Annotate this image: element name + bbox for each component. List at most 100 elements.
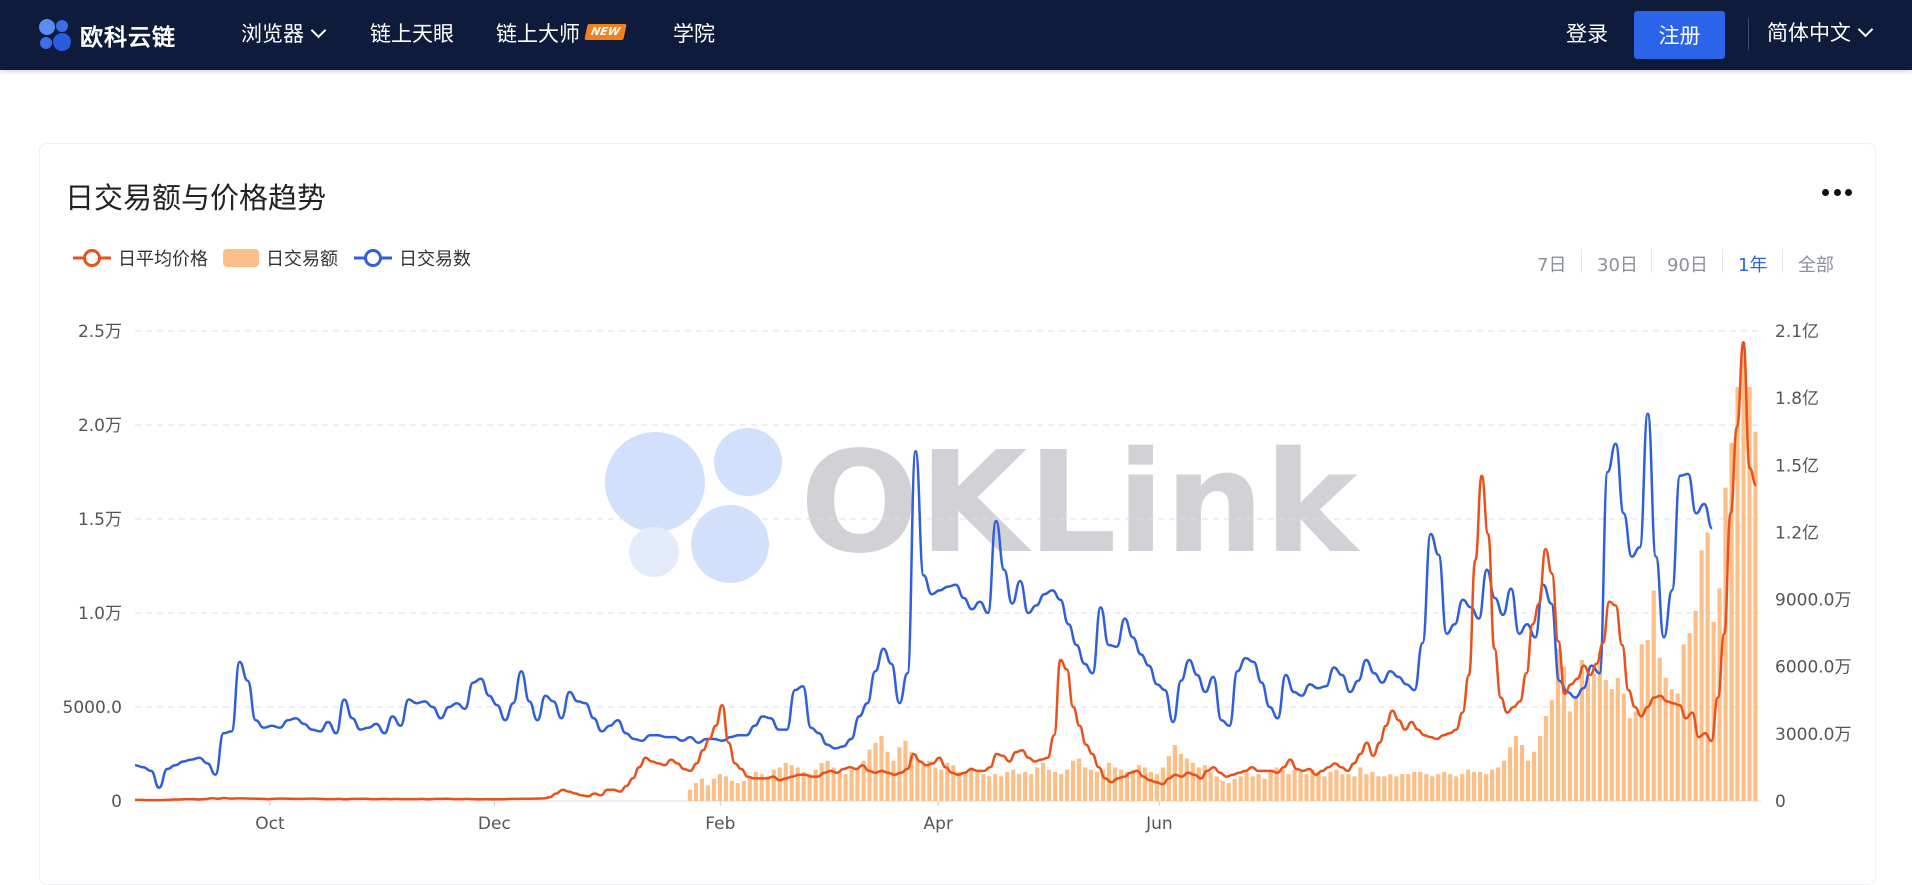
- volume-bar: [1585, 677, 1590, 801]
- volume-bar: [1418, 771, 1423, 801]
- volume-bar: [1741, 342, 1746, 801]
- volume-bar: [999, 776, 1004, 801]
- volume-bar: [1352, 776, 1357, 801]
- volume-bar: [1711, 621, 1716, 801]
- volume-bar: [1124, 771, 1130, 801]
- volume-bar: [1190, 762, 1195, 801]
- volume-bar: [921, 765, 926, 801]
- volume-bar: [1322, 776, 1327, 801]
- y-right-tick-label: 9000.0万: [1775, 591, 1851, 611]
- login-link[interactable]: 登录: [1566, 22, 1608, 46]
- volume-bar: [795, 767, 800, 801]
- nav-item-onchain-eye[interactable]: 链上天眼: [370, 0, 454, 70]
- volume-bar: [1256, 774, 1261, 801]
- series-line-tx-count: [134, 412, 1714, 790]
- volume-bar: [1495, 767, 1501, 801]
- volume-bar: [1112, 767, 1118, 801]
- volume-bar: [1609, 689, 1614, 801]
- nav-item-label: 链上天眼: [370, 22, 454, 46]
- logo[interactable]: 欧科云链: [38, 16, 176, 54]
- volume-bar: [951, 765, 956, 801]
- legend-item-tx-count[interactable]: 日交易数: [353, 246, 471, 270]
- volume-bar: [1364, 774, 1369, 801]
- register-button[interactable]: 注册: [1634, 11, 1725, 59]
- volume-bar: [1699, 550, 1704, 801]
- y-left-tick-label: 2.0万: [78, 416, 122, 436]
- range-all[interactable]: 全部: [1798, 255, 1834, 276]
- chart-title: 日交易额与价格趋势: [65, 181, 327, 215]
- volume-bar: [1047, 769, 1052, 801]
- volume-bar: [789, 765, 794, 801]
- volume-bar: [1370, 771, 1375, 801]
- range-7d[interactable]: 7日: [1537, 255, 1567, 276]
- y-left-tick-label: 1.0万: [78, 604, 122, 624]
- watermark: OKLink: [605, 422, 1360, 585]
- volume-bar: [1513, 736, 1519, 801]
- series-line-avg-price: [135, 341, 1757, 802]
- volume-bar: [933, 767, 938, 801]
- volume-bar: [1573, 695, 1578, 801]
- nav-item-browser[interactable]: 浏览器: [241, 0, 327, 70]
- volume-bar: [1035, 767, 1040, 801]
- volume-bar: [969, 767, 974, 801]
- volume-bar: [1172, 745, 1177, 801]
- volume-bar: [843, 774, 848, 801]
- volume-bar: [1184, 758, 1189, 801]
- volume-bar: [867, 749, 872, 801]
- volume-bar: [1316, 771, 1321, 801]
- volume-bar: [1196, 767, 1201, 801]
- volume-bar: [1268, 771, 1273, 801]
- volume-bar: [1340, 774, 1345, 801]
- volume-bar: [1675, 693, 1680, 801]
- y-left-tick-label: 1.5万: [78, 510, 122, 530]
- volume-bar: [1100, 769, 1106, 801]
- watermark-text: OKLink: [800, 422, 1360, 585]
- volume-bar: [1244, 771, 1249, 801]
- volume-bar: [1669, 689, 1674, 801]
- volume-bar: [1627, 718, 1632, 801]
- volume-bar: [1154, 774, 1159, 801]
- range-30d[interactable]: 30日: [1597, 255, 1638, 276]
- y-right-tick-label: 1.8亿: [1775, 389, 1819, 409]
- volume-bar: [1436, 774, 1441, 801]
- volume-bar: [1286, 774, 1291, 801]
- legend-label: 日交易数: [399, 249, 471, 270]
- volume-bar: [1070, 760, 1076, 801]
- volume-bar: [1076, 758, 1082, 801]
- volume-bar: [837, 771, 842, 801]
- y-right-tick-label: 1.5亿: [1775, 456, 1819, 476]
- x-tick-label: Dec: [478, 814, 511, 834]
- language-selector[interactable]: 简体中文: [1767, 0, 1874, 70]
- volume-bar: [1388, 774, 1393, 801]
- volume-bar: [1358, 767, 1363, 801]
- volume-bar: [1603, 680, 1608, 801]
- volume-bar: [1262, 778, 1267, 801]
- volume-bar: [1442, 771, 1447, 801]
- nav-item-onchain-master[interactable]: 链上大师 NEW: [496, 0, 627, 70]
- volume-bar: [1645, 639, 1650, 801]
- volume-bar: [849, 769, 854, 801]
- volume-bars: [687, 342, 1758, 801]
- volume-bar: [1460, 774, 1465, 801]
- range-1y[interactable]: 1年: [1738, 255, 1768, 276]
- more-options-icon[interactable]: [1822, 186, 1852, 198]
- legend-item-avg-price[interactable]: 日平均价格: [72, 246, 208, 270]
- range-90d[interactable]: 90日: [1667, 255, 1708, 276]
- volume-bar: [705, 785, 710, 801]
- volume-bar: [1058, 774, 1064, 801]
- volume-bar: [1220, 780, 1225, 801]
- nav-item-academy[interactable]: 学院: [673, 0, 715, 70]
- volume-bar: [729, 780, 734, 801]
- x-tick-label: Jun: [1145, 814, 1173, 834]
- rect-icon: [223, 249, 259, 267]
- legend-item-volume[interactable]: 日交易额: [222, 246, 338, 270]
- series-lines: [134, 341, 1757, 802]
- volume-bar: [1029, 774, 1034, 801]
- volume-bar: [1579, 660, 1584, 801]
- volume-bar: [1041, 762, 1046, 801]
- volume-bar: [1735, 386, 1740, 801]
- trend-chart: OKLink 0 5000.0 1.0万 1.5万 2.0万 2.5万 0 3000.0万 60…: [63, 322, 1852, 834]
- volume-bar: [1292, 769, 1297, 801]
- volume-bar: [1088, 769, 1094, 801]
- line-circle-icon: [73, 249, 111, 267]
